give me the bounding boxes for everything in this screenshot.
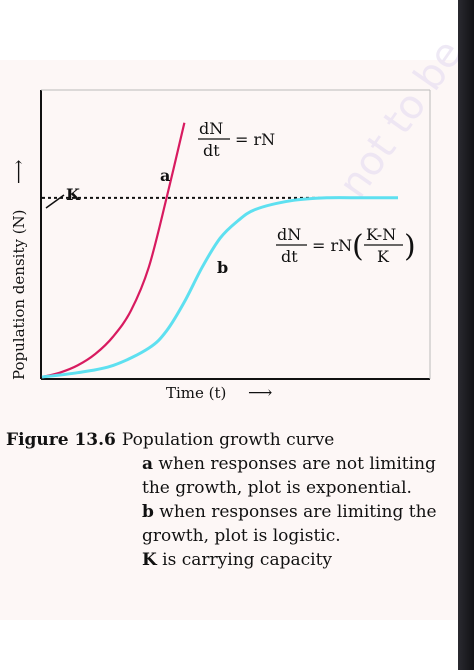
y-axis-arrow: ⟶ [9,160,29,184]
series-b-logistic-line [41,196,398,379]
caption-item-a-key: a [142,454,154,474]
caption-item-k-text: is carrying capacity [156,550,333,570]
x-axis-label: Time (t) [166,384,226,402]
equation-b: dN dt = rN ( K-N K ) [276,225,416,266]
figure-title: Population growth curve [121,430,335,450]
series-a-label: a [160,166,170,185]
page-background [0,60,474,620]
x-axis-arrow: ⟶ [248,383,272,403]
scan-edge [458,0,474,670]
equation-b-inner-numerator: K-N [366,225,396,244]
equation-a-denominator: dt [203,141,220,160]
equation-a-numerator: dN [199,119,223,138]
series-b-label: b [217,258,228,277]
equation-b-inner-denominator: K [377,247,390,266]
equation-a-rhs: = rN [235,130,275,149]
caption-items: a when responses are not limiting the gr… [6,452,456,572]
k-label: K [66,185,81,204]
equation-a: dN dt = rN [198,119,275,160]
caption-item-b: b when responses are limiting the growth… [142,500,456,548]
series-a-exponential-line [41,122,186,379]
y-axis-label: Population density (N) [10,209,28,380]
caption-item-a: a when responses are not limiting the gr… [142,452,456,500]
y-axis-title: Population density (N) ⟶ [9,160,29,380]
equation-b-rhs: = rN [312,236,352,255]
population-growth-chart: K a b dN dt = rN dN dt = rN ( K-N K ) Po… [9,89,431,403]
caption-item-a-text: when responses are not limiting the grow… [142,454,436,498]
caption-item-b-key: b [142,502,154,522]
figure-caption: Figure 13.6 Population growth curve a wh… [6,428,456,572]
equation-b-open-paren: ( [352,229,364,264]
equation-b-close-paren: ) [404,229,416,264]
caption-item-b-text: when responses are limiting the growth, … [142,502,437,546]
caption-item-k-key: K [142,550,157,570]
k-pointer-arrow [45,194,65,209]
equation-b-denominator: dt [281,247,298,266]
equation-b-numerator: dN [277,225,301,244]
figure-number: Figure 13.6 [6,430,116,450]
caption-item-k: K is carrying capacity [142,548,456,572]
